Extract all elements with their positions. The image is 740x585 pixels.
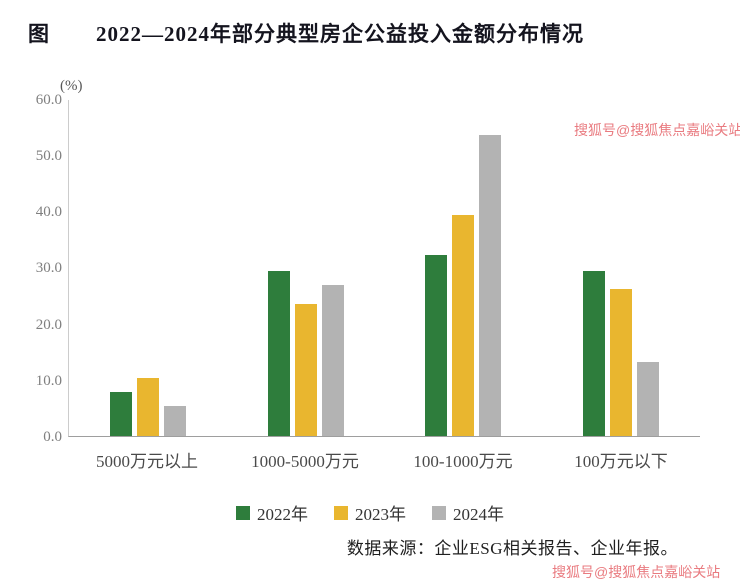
legend-item: 2023年 <box>334 500 406 525</box>
bar-group <box>385 100 543 436</box>
bar-2024年 <box>479 134 502 436</box>
legend-label: 2023年 <box>355 505 406 524</box>
x-tick-label: 1000-5000万元 <box>251 452 359 471</box>
bar-group <box>542 100 700 436</box>
bar-2023年 <box>136 378 159 436</box>
x-tick-label: 100万元以下 <box>574 452 668 471</box>
y-tick-label: 60.0 <box>35 92 62 108</box>
bar-2022年 <box>583 270 606 436</box>
y-tick-label: 40.0 <box>35 204 62 221</box>
watermark-top: 搜狐号@搜狐焦点嘉峪关站 <box>574 122 740 138</box>
plot-area <box>68 100 700 437</box>
bar-2022年 <box>425 254 448 436</box>
legend-label: 2022年 <box>257 505 308 524</box>
watermark-bottom: 搜狐号@搜狐焦点嘉峪关站 <box>552 564 721 580</box>
x-tick-label: 100-1000万元 <box>413 452 513 471</box>
x-tick-label: 5000万元以上 <box>96 452 198 471</box>
chart-legend: 2022年 2023年 2024年 <box>0 500 740 525</box>
bar-group <box>227 100 385 436</box>
legend-item: 2022年 <box>236 500 308 525</box>
y-tick-label: 10.0 <box>35 372 62 389</box>
y-axis-unit-label: (%) <box>60 78 83 94</box>
y-tick-label: 0.0 <box>43 428 62 445</box>
y-tick-label: 50.0 <box>35 148 62 165</box>
bar-2024年 <box>637 361 660 436</box>
bar-2022年 <box>267 270 290 436</box>
legend-label: 2024年 <box>453 505 504 524</box>
x-axis-labels: 5000万元以上 1000-5000万元 100-1000万元 100万元以下 <box>68 447 700 472</box>
page-title: 2022—2024年部分典型房企公益投入金额分布情况 <box>96 22 584 46</box>
legend-swatch-icon <box>432 505 446 520</box>
chart-header: 图 2022—2024年部分典型房企公益投入金额分布情况 <box>28 18 720 48</box>
legend-swatch-icon <box>334 505 348 520</box>
bar-2023年 <box>294 304 317 436</box>
bar-2023年 <box>610 289 633 436</box>
data-source-note: 数据来源：企业ESG相关报告、企业年报。 <box>346 539 678 558</box>
bar-group <box>69 100 227 436</box>
legend-item: 2024年 <box>432 500 504 525</box>
figure-label: 图 <box>28 22 50 46</box>
bar-2022年 <box>109 391 132 436</box>
bar-2024年 <box>321 285 344 436</box>
y-axis: 60.0 50.0 40.0 30.0 20.0 10.0 0.0 <box>10 92 62 445</box>
bar-2024年 <box>163 405 186 436</box>
y-tick-label: 30.0 <box>35 260 62 277</box>
bar-2023年 <box>452 215 475 436</box>
legend-swatch-icon <box>236 505 250 520</box>
y-tick-label: 20.0 <box>35 316 62 333</box>
